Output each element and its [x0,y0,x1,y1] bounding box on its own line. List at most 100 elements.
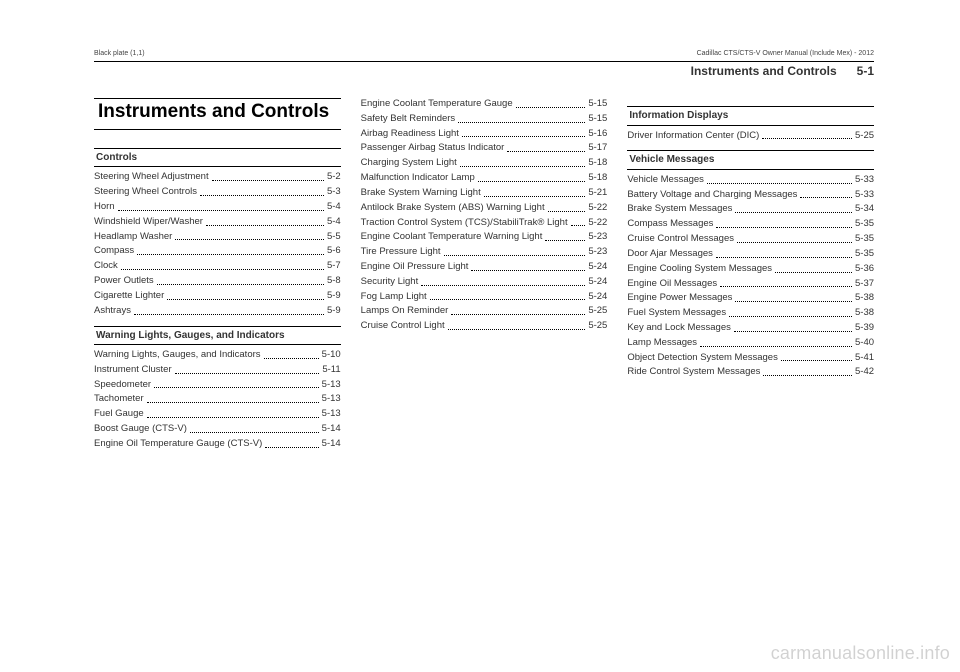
toc-page: 5-42 [855,366,874,379]
toc-item: Lamps On Reminder 5-25 [361,305,608,318]
toc-page: 5-22 [588,202,607,215]
toc-label: Lamps On Reminder [361,305,449,318]
toc-group: Engine Coolant Temperature Gauge5-15 Saf… [361,98,608,333]
toc-dots [154,387,319,388]
toc-item: Security Light5-24 [361,276,608,289]
section-head-warning: Warning Lights, Gauges, and Indicators [94,326,341,346]
toc-item: Speedometer5-13 [94,379,341,392]
toc-label: Fuel System Messages [627,307,726,320]
header-row: Instruments and Controls 5-1 [94,64,874,78]
header-title: Instruments and Controls [94,64,837,78]
toc-item: Engine Power Messages5-38 [627,292,874,305]
toc-label: Battery Voltage and Charging Messages [627,189,797,202]
toc-dots [157,284,324,285]
toc-dots [571,225,586,226]
toc-group: Driver Information Center (DIC)5-25 [627,130,874,143]
toc-page: 5-9 [327,305,341,318]
toc-dots [471,270,585,271]
toc-dots [478,181,586,182]
toc-page: 5-13 [322,393,341,406]
toc-label: Brake System Messages [627,203,732,216]
toc-item: Lamp Messages5-40 [627,337,874,350]
toc-page: 5-4 [327,216,341,229]
toc-dots [212,180,324,181]
toc-page: 5-33 [855,174,874,187]
toc-item: Power Outlets5-8 [94,275,341,288]
crumb-left: Black plate (1,1) [94,50,145,57]
toc-item: Fuel Gauge5-13 [94,408,341,421]
toc-item: Key and Lock Messages 5-39 [627,322,874,335]
toc-dots [137,254,324,255]
toc-item: Headlamp Washer5-5 [94,231,341,244]
crumb-right: Cadillac CTS/CTS-V Owner Manual (Include… [697,50,874,57]
toc-page: 5-24 [588,291,607,304]
toc-dots [444,255,586,256]
toc-label: Ride Control System Messages [627,366,760,379]
toc-item: Brake System Messages 5-34 [627,203,874,216]
toc-page: 5-15 [588,113,607,126]
toc-page: 5-38 [855,292,874,305]
toc-label: Cruise Control Light [361,320,445,333]
toc-label: Airbag Readiness Light [361,128,459,141]
toc-item: Cruise Control Messages5-35 [627,233,874,246]
toc-page: 5-18 [588,157,607,170]
toc-dots [175,373,320,374]
toc-label: Security Light [361,276,419,289]
toc-page: 5-16 [588,128,607,141]
toc-label: Engine Oil Messages [627,278,717,291]
toc-dots [118,210,324,211]
toc-item: Safety Belt Reminders5-15 [361,113,608,126]
toc-item: Boost Gauge (CTS-V)5-14 [94,423,341,436]
page-number: 5-1 [857,64,874,78]
toc-dots [147,402,319,403]
toc-dots [167,299,324,300]
toc-item: Charging System Light5-18 [361,157,608,170]
toc-dots [729,316,852,317]
toc-dots [735,212,852,213]
toc-dots [460,166,586,167]
toc-label: Object Detection System Messages [627,352,777,365]
toc-page: 5-34 [855,203,874,216]
toc-dots [451,314,585,315]
toc-label: Steering Wheel Adjustment [94,171,209,184]
toc-page: 5-37 [855,278,874,291]
toc-dots [206,225,324,226]
toc-item: Engine Cooling System Messages5-36 [627,263,874,276]
toc-item: Engine Oil Pressure Light5-24 [361,261,608,274]
section-head-vehicle-messages: Vehicle Messages [627,150,874,170]
toc-item: Cigarette Lighter5-9 [94,290,341,303]
toc-page: 5-21 [588,187,607,200]
toc-dots [735,301,852,302]
toc-label: Key and Lock Messages [627,322,731,335]
toc-item: Passenger Airbag Status Indicator5-17 [361,142,608,155]
toc-group: Warning Lights, Gauges, and Indicators5-… [94,349,341,451]
toc-page: 5-3 [327,186,341,199]
toc-page: 5-8 [327,275,341,288]
toc-dots [800,197,852,198]
toc-dots [707,183,852,184]
toc-label: Door Ajar Messages [627,248,713,261]
toc-page: 5-13 [322,379,341,392]
toc-item: Ride Control System Messages 5-42 [627,366,874,379]
column-1: Instruments and Controls Controls Steeri… [94,98,341,453]
toc-group: Steering Wheel Adjustment5-2 Steering Wh… [94,171,341,317]
toc-page: 5-41 [855,352,874,365]
toc-item: Cruise Control Light5-25 [361,320,608,333]
toc-page: 5-40 [855,337,874,350]
toc-page: 5-4 [327,201,341,214]
toc-item: Ashtrays5-9 [94,305,341,318]
toc-item: Fuel System Messages 5-38 [627,307,874,320]
toc-item: Brake System Warning Light5-21 [361,187,608,200]
toc-item: Warning Lights, Gauges, and Indicators5-… [94,349,341,362]
toc-page: 5-38 [855,307,874,320]
toc-page: 5-15 [588,98,607,111]
toc-label: Engine Oil Temperature Gauge (CTS-V) [94,438,262,451]
section-head-info-displays: Information Displays [627,106,874,126]
toc-page: 5-24 [588,261,607,274]
toc-item: Engine Coolant Temperature Warning Light… [361,231,608,244]
toc-item: Airbag Readiness Light 5-16 [361,128,608,141]
toc-page: 5-25 [588,305,607,318]
toc-dots [190,432,319,433]
toc-page: 5-39 [855,322,874,335]
toc-item: Steering Wheel Adjustment5-2 [94,171,341,184]
